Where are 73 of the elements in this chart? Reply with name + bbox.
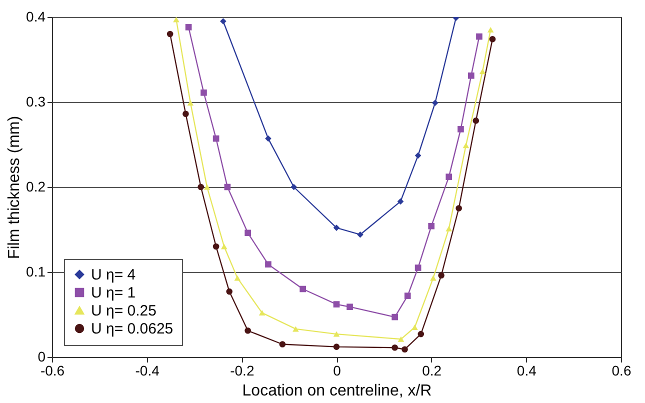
point [476, 33, 482, 40]
point [290, 184, 297, 190]
point [397, 198, 404, 205]
x-axis-title: Location on centreline, x/R [242, 382, 432, 400]
x-tick-label: -0.2 [230, 362, 254, 378]
y-axis-title: Film thickness (mm) [6, 116, 24, 260]
point [468, 72, 474, 79]
point [185, 24, 192, 30]
point [357, 231, 364, 238]
point [432, 100, 438, 106]
y-tick-label: 0 [38, 348, 46, 364]
x-tick-label: 0.6 [612, 362, 632, 378]
x-tick-label: 0.2 [422, 362, 442, 378]
point [204, 184, 210, 190]
point [220, 244, 228, 250]
point [333, 331, 340, 337]
legend-label: U η= 0.0625 [91, 320, 174, 338]
y-tick-label: 0.2 [26, 178, 46, 194]
point [392, 314, 398, 320]
point [487, 27, 494, 32]
point [438, 272, 444, 279]
point [212, 135, 220, 142]
legend-label: U η= 0.25 [91, 302, 156, 320]
point [392, 344, 398, 351]
point [265, 261, 272, 268]
point [418, 330, 424, 338]
point [412, 324, 418, 330]
point [472, 118, 480, 124]
point [258, 310, 266, 316]
point [398, 336, 404, 342]
point [404, 292, 411, 299]
point [456, 205, 462, 212]
point [346, 304, 353, 310]
point [244, 230, 251, 236]
point [166, 30, 174, 38]
point [265, 135, 272, 142]
point [333, 344, 340, 350]
point [173, 17, 180, 22]
x-tick-label: 0.4 [516, 362, 537, 378]
point [462, 142, 470, 148]
y-tick-label: 0.3 [26, 94, 46, 110]
x-tick-label: -0.4 [135, 362, 160, 378]
point [234, 275, 241, 281]
point [333, 301, 340, 308]
point [446, 174, 452, 180]
point [300, 286, 306, 292]
point [479, 68, 486, 74]
point [200, 89, 207, 96]
point [182, 110, 189, 118]
point [428, 222, 434, 230]
point [187, 100, 194, 106]
y-tick-label: 0.1 [26, 264, 46, 280]
y-tick-label: 0.4 [26, 8, 46, 24]
point [458, 126, 464, 132]
point [414, 264, 422, 271]
x-tick-label: -0.6 [40, 362, 65, 378]
point [402, 346, 408, 353]
point [292, 326, 299, 332]
point [446, 226, 452, 232]
point [212, 243, 220, 250]
point [220, 18, 226, 24]
point [279, 341, 286, 348]
point [226, 288, 232, 295]
point [224, 184, 231, 190]
point [414, 152, 422, 159]
legend-label: U η= 4 [91, 266, 136, 284]
point [244, 327, 251, 334]
legend-label: U η= 1 [91, 284, 136, 302]
point [489, 36, 496, 42]
point [430, 275, 436, 281]
point [198, 184, 204, 190]
x-tick-label: 0 [333, 362, 342, 378]
point [333, 224, 340, 231]
